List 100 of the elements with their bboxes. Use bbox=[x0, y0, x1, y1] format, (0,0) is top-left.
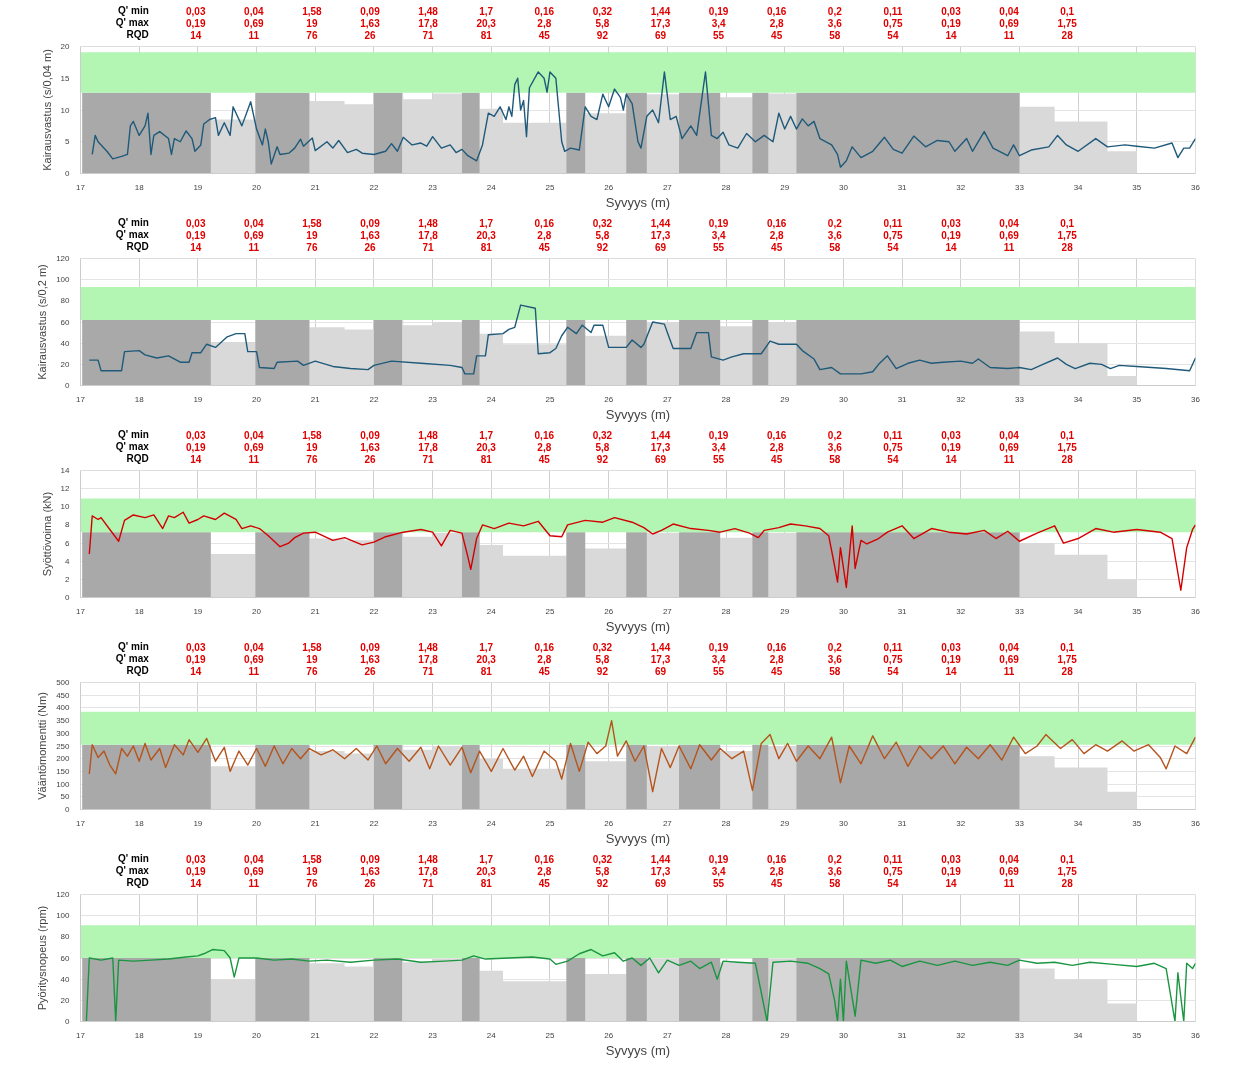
text: 0,19 bbox=[708, 5, 729, 17]
x-tick-label: 31 bbox=[897, 818, 908, 828]
text: 71 bbox=[422, 877, 435, 889]
x-tick-label: 20 bbox=[252, 182, 262, 192]
text: Q' min bbox=[118, 429, 149, 440]
text: 0,19 bbox=[185, 229, 206, 241]
text: 0,19 bbox=[708, 429, 729, 441]
y-tick-label: 0 bbox=[65, 1017, 71, 1026]
x-tick-label: 21 bbox=[310, 606, 321, 616]
text: 55 bbox=[713, 453, 725, 465]
text: 2,8 bbox=[537, 865, 552, 877]
text: 1,75 bbox=[1057, 441, 1078, 453]
text: 0,2 bbox=[827, 853, 843, 865]
text: 1,75 bbox=[1057, 17, 1078, 29]
text: Q' max bbox=[115, 865, 150, 876]
y-tick-label: 250 bbox=[56, 741, 71, 751]
text: 28 bbox=[1061, 665, 1074, 677]
x-tick-label: 36 bbox=[1191, 818, 1201, 828]
x-tick-label: 34 bbox=[1073, 1030, 1084, 1040]
text: 14 bbox=[190, 241, 202, 253]
text: Q' min bbox=[118, 853, 149, 864]
text: 0,09 bbox=[360, 5, 381, 17]
x-tick-label: 36 bbox=[1191, 182, 1201, 192]
y-tick-label: 20 bbox=[60, 42, 71, 51]
y-tick-label: 10 bbox=[60, 502, 71, 512]
text: 5,8 bbox=[595, 441, 610, 453]
text: 0,75 bbox=[883, 441, 904, 453]
text: Q' max bbox=[115, 17, 150, 28]
text: 20,3 bbox=[476, 653, 497, 665]
x-tick-label: 35 bbox=[1132, 182, 1142, 192]
text: 17,8 bbox=[418, 653, 439, 665]
y-tick-label: 150 bbox=[56, 766, 71, 776]
x-tick-label: 28 bbox=[721, 182, 732, 192]
x-tick-label: 18 bbox=[134, 818, 145, 828]
text: 11 bbox=[248, 877, 260, 889]
x-tick-label: 22 bbox=[369, 606, 379, 616]
text: 1,63 bbox=[360, 865, 381, 877]
x-tick-label: 23 bbox=[428, 606, 438, 616]
x-tick-label: 28 bbox=[721, 818, 732, 828]
x-tick-label: 26 bbox=[604, 818, 614, 828]
text: 28 bbox=[1061, 241, 1074, 253]
text: 1,48 bbox=[418, 641, 439, 653]
text: 1,58 bbox=[302, 217, 323, 229]
text: 0,1 bbox=[1060, 429, 1075, 441]
text: 58 bbox=[829, 453, 841, 465]
x-tick-label: 21 bbox=[310, 1030, 321, 1040]
text: 69 bbox=[654, 877, 667, 889]
text: 69 bbox=[654, 241, 667, 253]
x-tick-label: 33 bbox=[1015, 182, 1025, 192]
x-tick-label: 34 bbox=[1073, 182, 1084, 192]
text: 1,48 bbox=[418, 5, 439, 17]
text: 19 bbox=[306, 653, 318, 665]
text: 58 bbox=[829, 877, 841, 889]
x-tick-label: 17 bbox=[76, 818, 86, 828]
text: 45 bbox=[771, 665, 783, 677]
x-tick-label: 23 bbox=[428, 394, 438, 404]
text: 0,16 bbox=[766, 641, 787, 653]
text: 0,03 bbox=[185, 429, 206, 441]
text: 1,44 bbox=[650, 5, 671, 17]
text: 20,3 bbox=[476, 441, 497, 453]
text: 0,69 bbox=[244, 653, 264, 665]
text: 0,75 bbox=[883, 653, 904, 665]
x-tick-label: 22 bbox=[369, 818, 379, 828]
y-tick-label: 120 bbox=[56, 890, 71, 899]
y-axis-title: Kairausvastus (s/0,2 m) bbox=[36, 264, 49, 380]
line-series bbox=[88, 304, 1196, 375]
text: 92 bbox=[596, 877, 609, 889]
text: Q' min bbox=[118, 641, 149, 652]
text: 69 bbox=[654, 29, 667, 41]
y-tick-label: 200 bbox=[56, 754, 71, 764]
x-tick-label: 24 bbox=[486, 606, 497, 616]
text: 20,3 bbox=[476, 17, 497, 29]
x-tick-label: 21 bbox=[310, 182, 321, 192]
y-tick-label: 0 bbox=[65, 593, 71, 602]
y-tick-label: 500 bbox=[56, 678, 71, 687]
y-tick-label: 100 bbox=[56, 911, 71, 921]
text: 28 bbox=[1061, 29, 1074, 41]
x-tick-label: 28 bbox=[721, 394, 732, 404]
text: 1,7 bbox=[479, 217, 494, 229]
text: 1,63 bbox=[360, 441, 381, 453]
text: 0,1 bbox=[1060, 853, 1075, 865]
x-tick-label: 23 bbox=[428, 1030, 438, 1040]
text: 45 bbox=[771, 241, 783, 253]
x-tick-label: 29 bbox=[780, 818, 790, 828]
x-tick-label: 25 bbox=[545, 1030, 555, 1040]
y-tick-label: 8 bbox=[65, 520, 71, 530]
x-tick-label: 30 bbox=[838, 182, 849, 192]
text: 0,1 bbox=[1060, 217, 1075, 229]
text: 1,44 bbox=[650, 429, 671, 441]
y-tick-label: 450 bbox=[56, 690, 71, 700]
text: 2,8 bbox=[537, 17, 552, 29]
line-series bbox=[88, 511, 1196, 591]
x-tick-label: 31 bbox=[897, 182, 908, 192]
text: 1,48 bbox=[418, 429, 439, 441]
text: 0,04 bbox=[999, 641, 1020, 653]
text: 0,19 bbox=[185, 865, 206, 877]
text: 0,32 bbox=[592, 641, 613, 653]
text: 1,63 bbox=[360, 17, 381, 29]
text: 3,4 bbox=[711, 653, 726, 665]
text: 1,58 bbox=[302, 429, 323, 441]
